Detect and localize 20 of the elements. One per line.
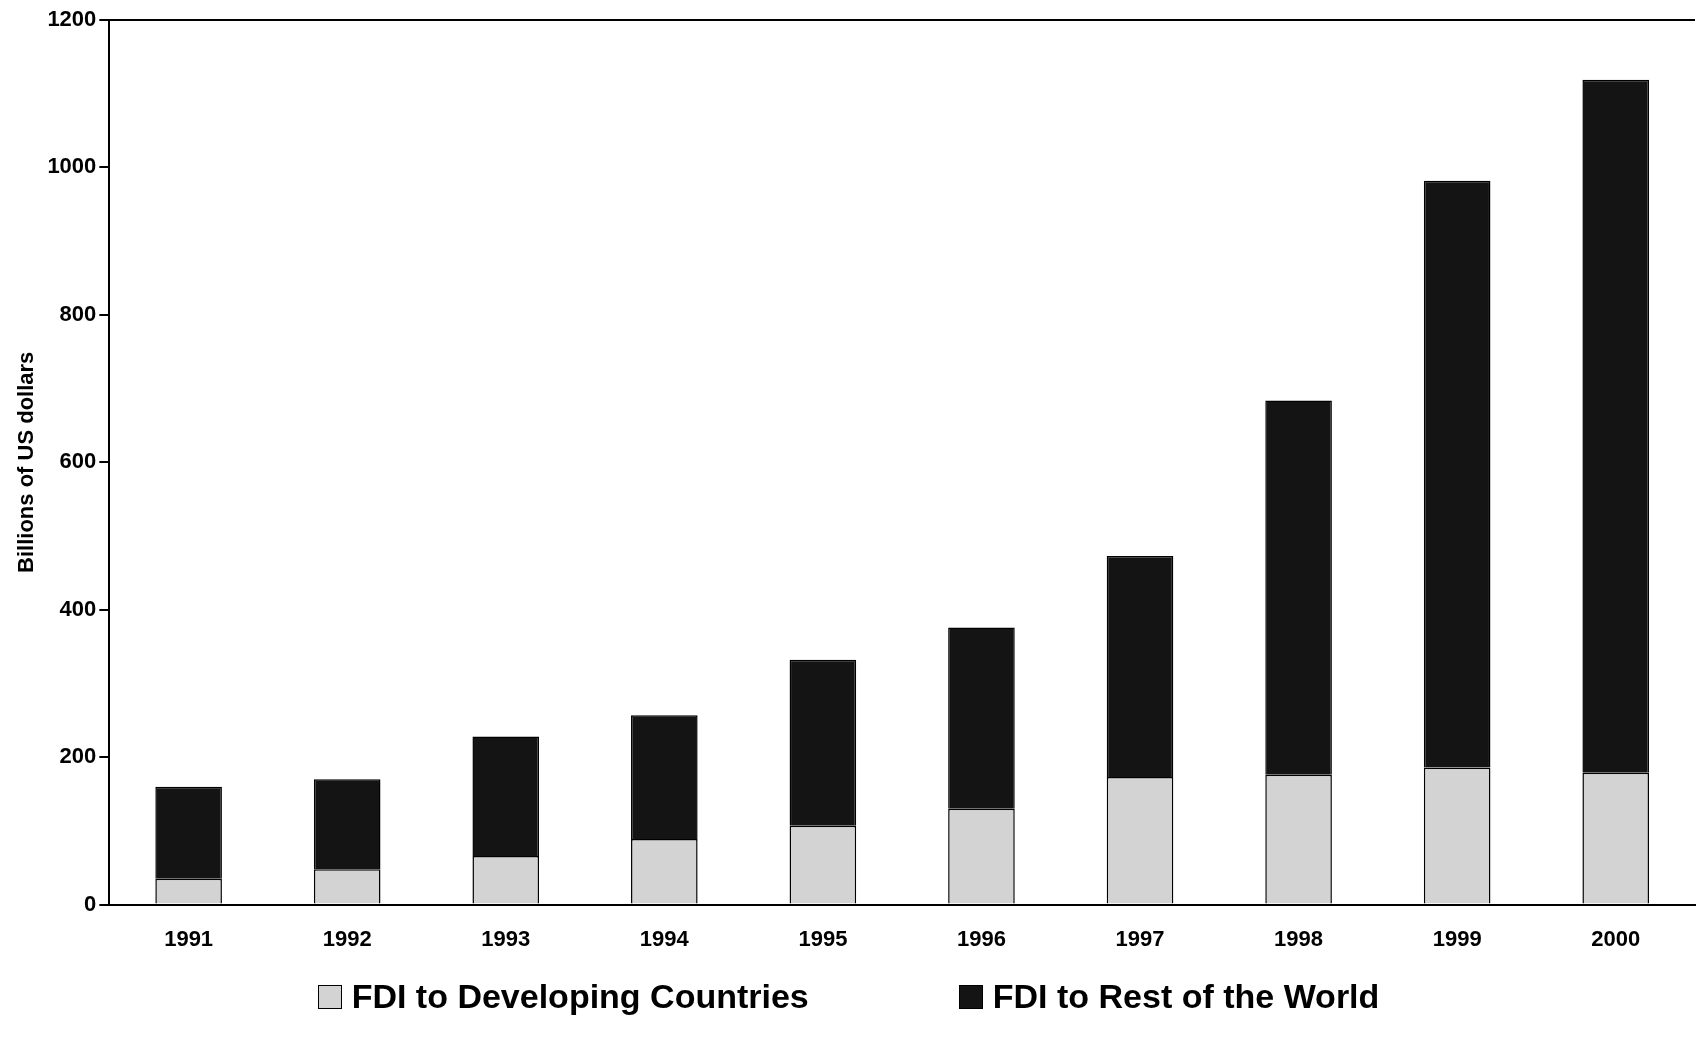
y-tick-label: 0 — [84, 890, 97, 916]
y-tick-label: 800 — [59, 300, 97, 326]
x-tick-label: 1993 — [481, 925, 531, 951]
x-tick-label: 1995 — [798, 925, 848, 951]
x-tick-label: 1999 — [1432, 925, 1482, 951]
x-tick-label: 2000 — [1591, 925, 1641, 951]
x-tick-label: 1991 — [164, 925, 214, 951]
y-tick-label: 1200 — [47, 6, 97, 32]
x-tick-label: 1994 — [639, 925, 690, 951]
y-tick-label: 400 — [59, 595, 97, 621]
x-tick-label: 1992 — [322, 925, 372, 951]
x-tick-label: 1998 — [1274, 925, 1324, 951]
legend-label: FDI to Developing Countries — [351, 977, 809, 1016]
y-tick-label: 1000 — [47, 153, 97, 179]
x-tick-label: 1996 — [956, 925, 1006, 951]
legend-label: FDI to Rest of the World — [992, 977, 1380, 1016]
y-axis-title: Billions of US dollars — [13, 351, 39, 573]
y-tick-label: 200 — [59, 743, 97, 769]
x-tick-label: 1997 — [1115, 925, 1165, 951]
y-tick-label: 600 — [59, 448, 97, 474]
